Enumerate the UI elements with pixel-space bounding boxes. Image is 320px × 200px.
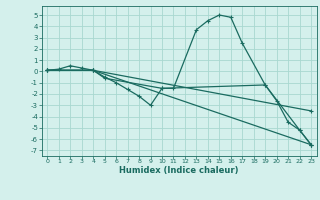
X-axis label: Humidex (Indice chaleur): Humidex (Indice chaleur) — [119, 166, 239, 175]
